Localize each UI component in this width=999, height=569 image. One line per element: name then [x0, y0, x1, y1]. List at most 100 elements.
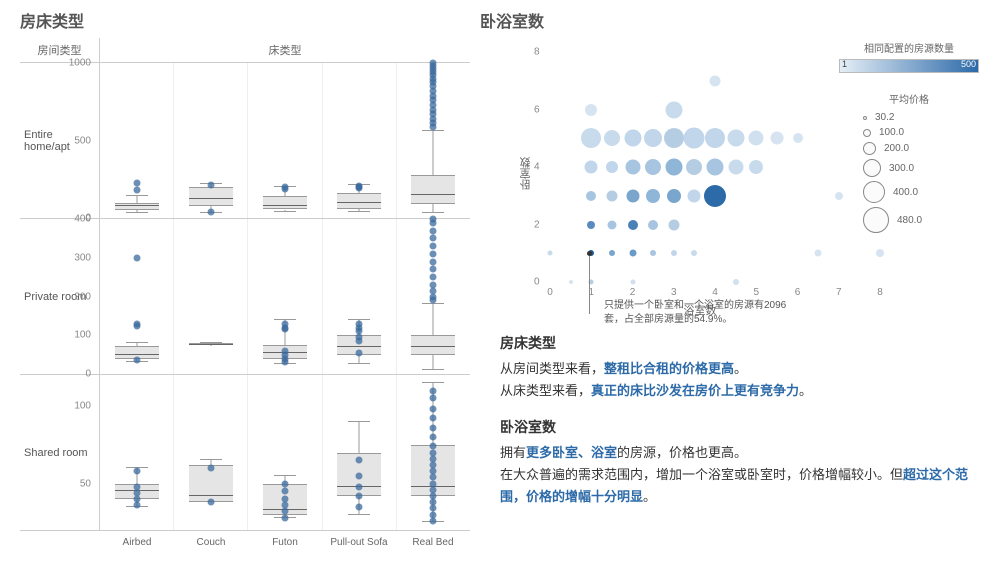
text-block: 房床类型 从房间类型来看，整租比合租的价格更高。 从床类型来看，真正的床比沙发在…	[480, 332, 979, 508]
boxplot-row: Shared room50100	[20, 374, 470, 530]
y-tick: 200	[74, 291, 91, 302]
outlier-point	[356, 483, 363, 490]
text-sec1-2a: 从床类型来看，	[500, 383, 591, 398]
outlier-point	[430, 297, 437, 304]
bubble-point	[581, 128, 601, 148]
boxplot-cell	[174, 375, 248, 530]
bubble-point	[645, 159, 661, 175]
y-tick: 400	[74, 214, 91, 225]
boxplot-cell: 0100200300400	[100, 219, 174, 374]
boxplot-cell	[397, 375, 470, 530]
text-sec1-2c: 。	[799, 383, 812, 398]
outlier-point	[133, 502, 140, 509]
scatter-y-tick: 4	[534, 162, 540, 173]
boxplot-cell	[248, 63, 322, 218]
size-legend-label: 30.2	[875, 112, 894, 123]
size-legend-row: 300.0	[839, 159, 979, 177]
size-legend-row: 100.0	[839, 127, 979, 138]
outlier-point	[356, 503, 363, 510]
scatter-y-tick: 8	[534, 47, 540, 58]
bubble-point	[628, 220, 638, 230]
scatter-y-tick: 2	[534, 219, 540, 230]
bubble-point	[606, 161, 618, 173]
outlier-point	[430, 227, 437, 234]
outlier-point	[430, 395, 437, 402]
outlier-point	[430, 415, 437, 422]
outlier-point	[430, 250, 437, 257]
scatter-x-tick: 3	[671, 287, 677, 298]
text-sec1-1a: 从房间类型来看，	[500, 361, 604, 376]
x-label: Airbed	[100, 531, 174, 548]
outlier-point	[430, 235, 437, 242]
bubble-point	[815, 250, 822, 257]
bubble-point	[733, 279, 739, 285]
bubble-point	[876, 249, 884, 257]
outlier-point	[430, 124, 437, 131]
bubble-point	[625, 160, 640, 175]
boxplot-x-labels: AirbedCouchFutonPull-out SofaReal Bed	[100, 531, 470, 548]
scatter-x-tick: 8	[877, 287, 883, 298]
bubble-point	[668, 219, 679, 230]
bubble-point	[728, 160, 743, 175]
bubble-point	[704, 185, 726, 207]
outlier-point	[430, 434, 437, 441]
outlier-point	[282, 185, 289, 192]
bubble-point	[705, 128, 725, 148]
boxplot-cell	[248, 375, 322, 530]
bubble-point	[609, 250, 615, 256]
boxplot-row: Entire home/apt05001000	[20, 63, 470, 218]
color-legend-title: 相同配置的房源数量	[839, 40, 979, 55]
y-tick: 100	[74, 401, 91, 412]
outlier-point	[207, 182, 214, 189]
x-label: Couch	[174, 531, 248, 548]
boxplot-cell	[174, 63, 248, 218]
bubble-point	[688, 189, 701, 202]
color-legend-max: 500	[961, 59, 976, 69]
outlier-point	[430, 258, 437, 265]
bubble-point	[749, 160, 763, 174]
text-sec1-2b: 真正的床比沙发在房价上更有竞争力	[591, 383, 799, 398]
bubble-point	[648, 220, 658, 230]
bubble-point	[749, 131, 764, 146]
outlier-point	[282, 488, 289, 495]
text-sec2-2a: 在大众普遍的需求范围内，增加一个浴室或卧室时，价格增幅较小。但	[500, 467, 903, 482]
x-label: Futon	[248, 531, 322, 548]
text-sec1-1b: 整租比合租的价格更高	[604, 361, 734, 376]
boxplot-cell	[323, 63, 397, 218]
bubble-point	[667, 189, 681, 203]
bubble-point	[586, 191, 596, 201]
bubble-point	[604, 130, 620, 146]
bubble-point	[650, 250, 656, 256]
bubble-point	[686, 159, 702, 175]
bubble-point	[569, 280, 573, 284]
bubble-point	[770, 132, 783, 145]
outlier-point	[430, 266, 437, 273]
outlier-point	[356, 338, 363, 345]
outlier-point	[430, 424, 437, 431]
callout-line	[589, 256, 590, 314]
outlier-point	[133, 180, 140, 187]
boxplot-cell	[248, 219, 322, 374]
scatter-y-label: 卧室数	[518, 157, 534, 190]
y-tick: 50	[80, 478, 91, 489]
outlier-point	[430, 406, 437, 413]
scatter-x-tick: 2	[630, 287, 636, 298]
outlier-point	[430, 243, 437, 250]
bubble-point	[606, 190, 617, 201]
text-sec1-1c: 。	[734, 361, 747, 376]
bubble-point	[665, 159, 682, 176]
outlier-point	[356, 349, 363, 356]
color-legend-bar: 1 500	[839, 59, 979, 73]
legend-panel: 相同配置的房源数量 1 500 平均价格 30.2100.0200.0300.0…	[839, 40, 979, 237]
size-legend-row: 400.0	[839, 181, 979, 203]
bubble-point	[727, 130, 744, 147]
bubble-point	[691, 250, 697, 256]
y-tick: 300	[74, 252, 91, 263]
x-label: Real Bed	[396, 531, 470, 548]
x-label: Pull-out Sofa	[322, 531, 396, 548]
scatter-chart: 卧室数 浴室数 02468 012345678 只提供一个卧室和一个浴室的房源有…	[520, 42, 880, 312]
size-legend-label: 100.0	[879, 127, 904, 138]
callout-text: 只提供一个卧室和一个浴室的房源有2096套，占全部房源量的54.9%。	[604, 299, 789, 326]
outlier-point	[356, 472, 363, 479]
bubble-point	[793, 133, 803, 143]
